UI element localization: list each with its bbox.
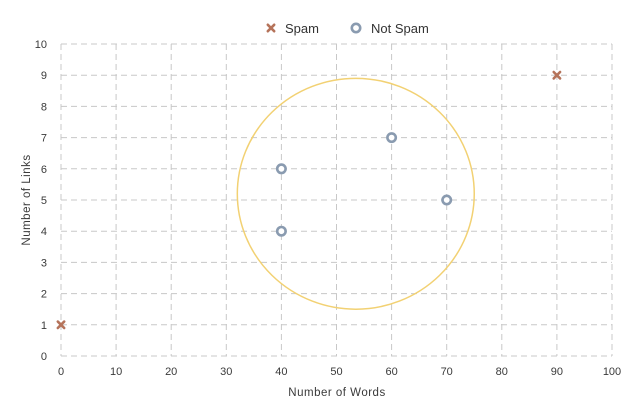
- data-point-spam: [56, 320, 66, 330]
- x-tick-label: 100: [603, 366, 621, 378]
- x-tick-label: 40: [275, 366, 287, 378]
- legend-symbol-not-spam: [350, 22, 362, 34]
- x-tick-label: 90: [551, 366, 563, 378]
- data-points: [56, 70, 562, 330]
- legend-symbol-spam: [266, 23, 276, 33]
- legend-label-not-spam: Not Spam: [371, 21, 429, 36]
- y-axis-ticks: 0 1 2 3 4 5 6 7 8 9 10: [35, 39, 47, 363]
- data-point-spam: [552, 70, 562, 80]
- highlight-circle: [236, 77, 475, 310]
- y-tick-label: 10: [35, 39, 47, 51]
- data-point-not-spam: [386, 132, 398, 144]
- data-point-not-spam: [441, 194, 453, 206]
- grid: [60, 43, 613, 357]
- x-tick-label: 30: [220, 366, 232, 378]
- y-tick-label: 1: [41, 320, 47, 332]
- y-tick-label: 6: [41, 164, 47, 176]
- x-tick-label: 50: [330, 366, 342, 378]
- data-point-not-spam: [275, 163, 287, 175]
- y-tick-label: 9: [41, 70, 47, 82]
- legend-marker-spam: [266, 23, 276, 33]
- legend-item-spam: Spam: [266, 21, 319, 36]
- legend-item-not-spam: Not Spam: [350, 21, 429, 36]
- x-tick-label: 0: [58, 366, 64, 378]
- x-tick-label: 70: [441, 366, 453, 378]
- y-tick-label: 4: [41, 226, 47, 238]
- y-tick-label: 7: [41, 133, 47, 145]
- y-axis-title: Number of Links: [21, 154, 33, 245]
- x-tick-label: 20: [165, 366, 177, 378]
- y-tick-label: 3: [41, 257, 47, 269]
- data-point-not-spam: [275, 225, 287, 237]
- y-tick-label: 8: [41, 101, 47, 113]
- legend-marker-not-spam: [350, 22, 362, 34]
- legend: Spam Not Spam: [266, 21, 429, 36]
- annotation-layer: [236, 77, 475, 310]
- x-axis-ticks: 0 10 20 30 40 50 60 70 80 90 100: [58, 366, 621, 378]
- legend-label-spam: Spam: [285, 21, 319, 36]
- x-tick-label: 10: [110, 366, 122, 378]
- x-axis-title: Number of Words: [288, 387, 385, 399]
- x-tick-label: 60: [385, 366, 397, 378]
- x-tick-label: 80: [496, 366, 508, 378]
- y-tick-label: 5: [41, 195, 47, 207]
- y-tick-label: 2: [41, 289, 47, 301]
- y-tick-label: 0: [41, 351, 47, 363]
